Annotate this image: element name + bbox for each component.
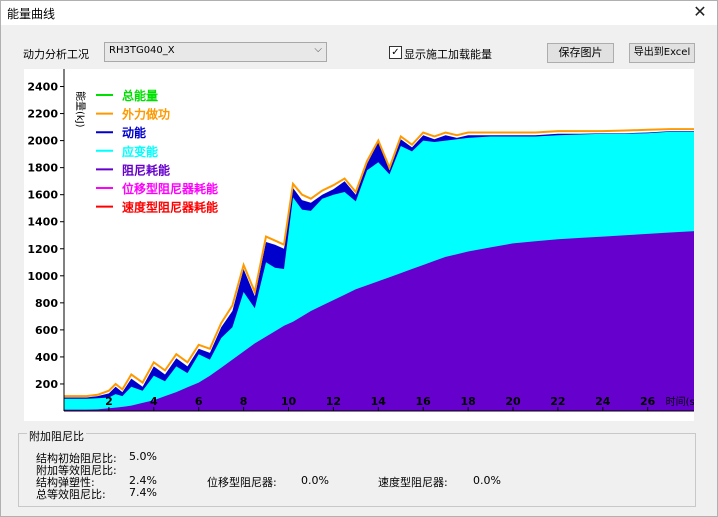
x-tick-label: 20	[505, 395, 521, 408]
vel-damper-value: 0.0%	[473, 474, 501, 487]
y-tick-label: 2400	[27, 81, 58, 94]
initial-damping-label: 结构初始阻尼比:	[36, 452, 117, 465]
y-tick-label: 800	[35, 297, 58, 310]
total-damping-value: 7.4%	[129, 486, 157, 499]
case-label: 动力分析工况	[23, 48, 89, 61]
initial-damping-value: 5.0%	[129, 450, 157, 463]
elastoplastic-label: 结构弹塑性:	[36, 476, 95, 489]
close-icon[interactable]: ✕	[693, 2, 707, 21]
x-tick-label: 18	[460, 395, 475, 408]
x-tick-label: 26	[640, 395, 656, 408]
y-tick-label: 1400	[27, 216, 58, 229]
equiv-damping-label: 附加等效阻尼比:	[36, 464, 117, 477]
x-tick-label: 14	[371, 395, 387, 408]
legend-item: 外力做功	[122, 107, 170, 122]
x-tick-label: 16	[416, 395, 432, 408]
total-damping-label: 总等效阻尼比:	[36, 488, 106, 501]
energy-chart-svg: 200 400 600 800 1000 1200 1400 1600 1800 2000 2200…	[27, 69, 694, 412]
x-axis-label: 时间(s)	[666, 395, 694, 408]
x-tick-label: 2	[105, 395, 113, 408]
x-tick-label: 4	[150, 395, 158, 408]
disp-damper-value: 0.0%	[301, 474, 329, 487]
save-image-button[interactable]: 保存图片	[547, 43, 614, 63]
x-tick-label: 22	[550, 395, 565, 408]
x-tick-label: 12	[326, 395, 341, 408]
chevron-down-icon: ⌵	[314, 44, 322, 55]
damping-group	[18, 433, 696, 507]
y-tick-label: 200	[35, 378, 58, 391]
legend-item: 位移型阻尼器耗能	[122, 181, 218, 196]
damping-group-title: 附加阻尼比	[27, 428, 86, 444]
vel-damper-label: 速度型阻尼器:	[378, 476, 448, 489]
legend-item: 应变能	[122, 144, 158, 159]
export-excel-button[interactable]: 导出到Excel	[629, 43, 695, 63]
damping-energy-area	[64, 231, 694, 411]
x-tick-label: 8	[240, 395, 248, 408]
case-dropdown[interactable]: RH3TG040_X ⌵	[104, 42, 327, 62]
elastoplastic-value: 2.4%	[129, 474, 157, 487]
y-axis-label: 能量(kJ)	[74, 91, 87, 128]
external-work-line	[64, 128, 694, 398]
show-construction-label: 显示施工加载能量	[404, 48, 492, 61]
y-tick-label: 1000	[27, 270, 58, 283]
legend-item: 总能量	[122, 88, 158, 103]
x-tick-label: 6	[195, 395, 203, 408]
x-tick-label: 24	[595, 395, 611, 408]
title-bar: 能量曲线 ✕	[1, 1, 717, 25]
y-tick-label: 2000	[27, 135, 58, 148]
case-value: RH3TG040_X	[109, 45, 175, 56]
show-construction-checkbox[interactable]: ✓	[389, 46, 402, 59]
legend-item: 动能	[122, 125, 146, 140]
y-tick-label: 1800	[27, 162, 58, 175]
y-tick-label: 400	[35, 351, 58, 364]
y-tick-label: 1200	[27, 243, 58, 256]
y-tick-label: 600	[35, 324, 58, 337]
y-tick-label: 1600	[27, 189, 58, 202]
x-tick-label: 10	[281, 395, 297, 408]
energy-chart: 200 400 600 800 1000 1200 1400 1600 1800 2000 2200…	[24, 69, 694, 421]
y-tick-label: 2200	[27, 108, 58, 121]
legend-item: 阻尼耗能	[122, 162, 170, 177]
legend-item: 速度型阻尼器耗能	[122, 200, 218, 215]
window-title: 能量曲线	[7, 7, 56, 21]
disp-damper-label: 位移型阻尼器:	[207, 476, 277, 489]
